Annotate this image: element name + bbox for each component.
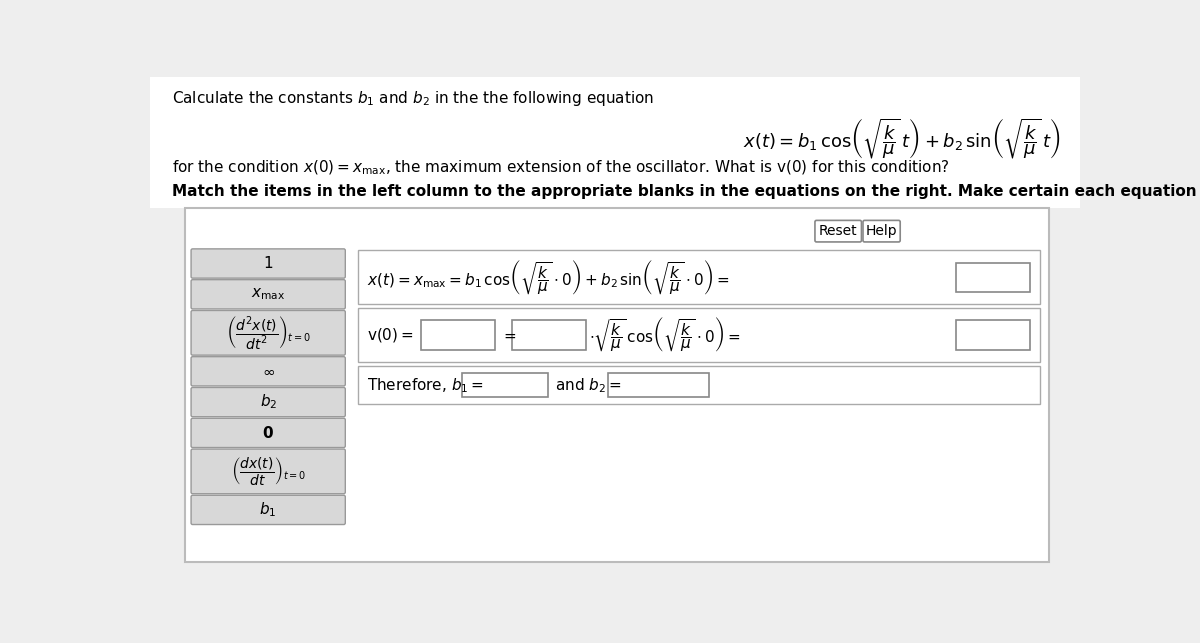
Bar [462,373,547,397]
Bar [956,263,1030,292]
Text: Calculate the constants $b_1$ and $b_2$ in the the following equation: Calculate the constants $b_1$ and $b_2$ … [172,89,654,108]
Text: $b_1$: $b_1$ [259,500,277,520]
Bar [421,320,494,350]
FancyBboxPatch shape [191,388,346,417]
Text: $\left(\dfrac{d^2x(t)}{dt^2}\right)_{t=0}$: $\left(\dfrac{d^2x(t)}{dt^2}\right)_{t=0… [226,314,311,351]
FancyBboxPatch shape [191,311,346,355]
Bar [608,373,709,397]
Bar [358,250,1039,304]
FancyBboxPatch shape [191,418,346,448]
FancyBboxPatch shape [191,495,346,525]
Bar [358,366,1039,404]
FancyBboxPatch shape [191,280,346,309]
Bar [956,320,1030,350]
Text: $\mathbf{0}$: $\mathbf{0}$ [263,425,274,441]
Text: for the condition $x(0) = x_{\mathrm{max}}$, the maximum extension of the oscill: for the condition $x(0) = x_{\mathrm{max… [172,159,949,177]
FancyBboxPatch shape [815,221,862,242]
FancyBboxPatch shape [863,221,900,242]
Text: and $b_2 = $: and $b_2 = $ [556,376,622,395]
Text: Reset: Reset [818,224,858,238]
Text: 1: 1 [263,256,274,271]
FancyBboxPatch shape [191,249,346,278]
FancyBboxPatch shape [191,357,346,386]
Bar [512,320,586,350]
Text: $\mathrm{v}(0) = $: $\mathrm{v}(0) = $ [367,326,414,344]
Text: $\left(\dfrac{dx(t)}{dt}\right)_{t=0}$: $\left(\dfrac{dx(t)}{dt}\right)_{t=0}$ [230,455,306,487]
Text: $\infty$: $\infty$ [262,364,275,379]
Bar [358,308,1039,362]
Text: $x(t) = b_1\,\cos\!\left(\sqrt{\dfrac{k}{\mu}}\,t\right) + b_2\,\sin\!\left(\sqr: $x(t) = b_1\,\cos\!\left(\sqrt{\dfrac{k}… [743,116,1061,161]
Text: $x_{\mathrm{max}}$: $x_{\mathrm{max}}$ [251,286,286,302]
Bar [150,77,1080,208]
Text: Therefore, $b_1 = $: Therefore, $b_1 = $ [367,376,484,395]
Text: Help: Help [865,224,898,238]
FancyBboxPatch shape [191,449,346,494]
Text: $b_2$: $b_2$ [259,393,277,412]
Text: $=$: $=$ [502,328,517,343]
Text: Match the items in the left column to the appropriate blanks in the equations on: Match the items in the left column to th… [172,185,1200,199]
Bar [185,208,1049,562]
Text: $\cdot\sqrt{\dfrac{k}{\mu}}\,\cos\!\left(\sqrt{\dfrac{k}{\mu}}\cdot 0\right) = $: $\cdot\sqrt{\dfrac{k}{\mu}}\,\cos\!\left… [589,316,742,354]
Text: $x(t) = x_{\mathrm{max}} = b_1\,\cos\!\left(\sqrt{\dfrac{k}{\mu}}\cdot 0\right) : $x(t) = x_{\mathrm{max}} = b_1\,\cos\!\l… [367,258,730,296]
